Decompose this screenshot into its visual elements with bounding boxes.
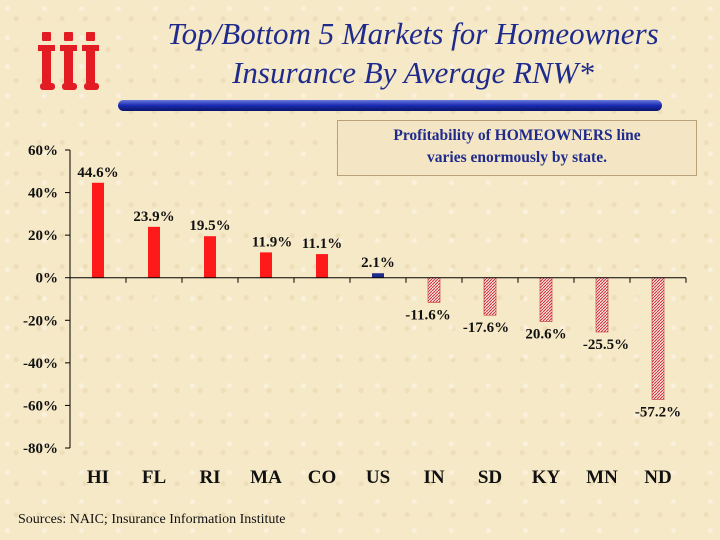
y-tick-label: -80% bbox=[23, 441, 58, 457]
x-label-co: CO bbox=[308, 467, 337, 488]
y-tick-label: -20% bbox=[23, 313, 58, 329]
y-tick-label: 0% bbox=[36, 271, 59, 287]
x-axis-labels: HI FL RI MA CO US IN SD KY MN ND bbox=[87, 467, 672, 488]
x-label-nd: ND bbox=[644, 467, 671, 488]
data-labels: 44.6% 23.9% 19.5% 11.9% 11.1% 2.1% -11.6% -17.6… bbox=[77, 165, 681, 421]
y-tick-label: 20% bbox=[28, 228, 58, 244]
data-label-ky: 20.6% bbox=[525, 327, 566, 343]
title-line-2: Insurance By Average RNW* bbox=[232, 55, 594, 90]
x-label-ma: MA bbox=[250, 467, 282, 488]
data-label-nd: -57.2% bbox=[635, 404, 681, 420]
iii-logo bbox=[38, 32, 99, 90]
y-tick-label: 60% bbox=[28, 143, 58, 159]
x-label-ri: RI bbox=[199, 467, 220, 488]
bar-sd bbox=[483, 277, 497, 316]
data-label-hi: 44.6% bbox=[77, 165, 118, 181]
bar-fl bbox=[148, 226, 160, 278]
callout-box: Profitability of HOMEOWNERS line varies … bbox=[337, 120, 697, 176]
bar-mn bbox=[595, 277, 609, 333]
y-tick-label: -40% bbox=[23, 356, 58, 372]
bar-us bbox=[372, 273, 384, 278]
callout-line-2: varies enormously by state. bbox=[427, 149, 607, 166]
data-label-ma: 11.9% bbox=[252, 234, 292, 250]
data-label-fl: 23.9% bbox=[133, 209, 174, 225]
data-label-ri: 19.5% bbox=[189, 218, 230, 234]
title-line-1: Top/Bottom 5 Markets for Homeowners bbox=[167, 16, 659, 51]
data-label-mn: -25.5% bbox=[583, 337, 629, 353]
x-label-fl: FL bbox=[142, 467, 166, 488]
x-label-mn: MN bbox=[586, 467, 618, 488]
data-label-in: -11.6% bbox=[405, 307, 450, 323]
y-axis-ticks: 60% 40% 20% 0% -20% -40% -60% -80% bbox=[23, 143, 70, 457]
source-note: Sources: NAIC; Insurance Information Ins… bbox=[18, 512, 286, 527]
data-label-co: 11.1% bbox=[302, 236, 342, 252]
bar-hi bbox=[92, 182, 104, 278]
data-label-us: 2.1% bbox=[361, 255, 395, 271]
x-label-hi: HI bbox=[87, 467, 109, 488]
slide-title: Top/Bottom 5 Markets for Homeowners Insu… bbox=[118, 14, 708, 92]
callout-line-1: Profitability of HOMEOWNERS line bbox=[393, 127, 641, 144]
x-label-sd: SD bbox=[478, 467, 502, 488]
x-label-in: IN bbox=[423, 467, 444, 488]
data-label-sd: -17.6% bbox=[463, 320, 509, 336]
x-label-us: US bbox=[366, 467, 390, 488]
x-label-ky: KY bbox=[532, 467, 561, 488]
bar-ky bbox=[539, 277, 553, 322]
y-tick-label: 40% bbox=[28, 186, 58, 202]
bar-ri bbox=[204, 236, 216, 278]
title-underline-bar bbox=[118, 100, 662, 111]
bars bbox=[92, 182, 665, 400]
bar-nd bbox=[651, 277, 665, 400]
y-tick-label: -60% bbox=[23, 398, 58, 414]
axes bbox=[69, 150, 687, 448]
bar-co bbox=[316, 254, 328, 278]
bar-ma bbox=[260, 252, 272, 278]
bar-in bbox=[427, 277, 441, 303]
